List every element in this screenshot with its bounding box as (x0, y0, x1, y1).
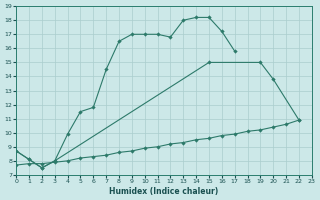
X-axis label: Humidex (Indice chaleur): Humidex (Indice chaleur) (109, 187, 219, 196)
